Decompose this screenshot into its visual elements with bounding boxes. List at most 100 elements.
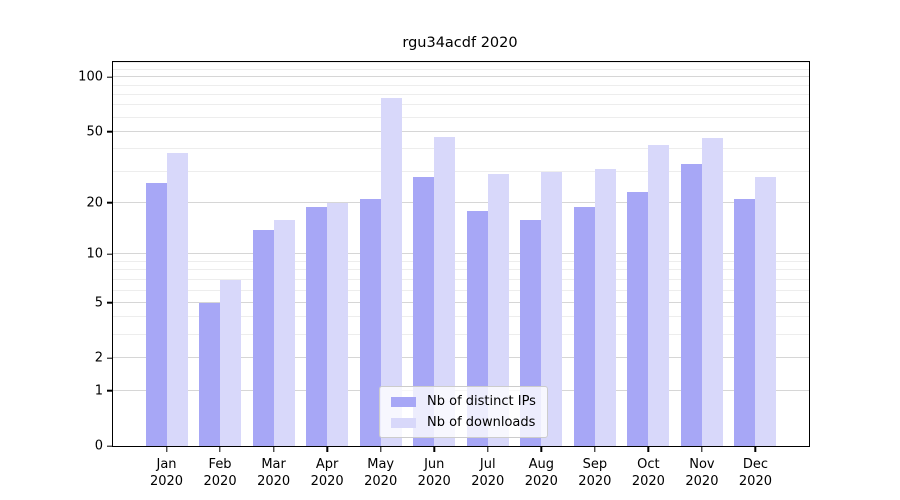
x-tick-mark	[647, 447, 650, 452]
x-tick-mark	[540, 447, 542, 452]
x-tick-label: Feb 2020	[203, 457, 237, 489]
bar-distinct-ips-nov	[680, 164, 702, 446]
minor-gridline	[113, 334, 809, 336]
bar-downloads-oct	[648, 145, 670, 446]
legend-swatch-downloads	[391, 417, 416, 428]
major-gridline	[113, 357, 809, 359]
minor-gridline	[113, 269, 809, 271]
y-tick-label: 1	[94, 383, 103, 399]
x-tick-mark	[754, 447, 757, 452]
major-gridline	[113, 201, 809, 203]
bar-downloads-jun	[434, 136, 456, 446]
bar-distinct-ips-sep	[573, 206, 595, 446]
x-tick-label: Apr 2020	[310, 457, 344, 489]
y-tick-label: 50	[86, 124, 103, 140]
x-tick-label: Jan 2020	[149, 457, 184, 489]
y-tick-label: 5	[94, 295, 103, 311]
bar-group-jun	[413, 62, 456, 446]
major-gridline	[113, 301, 809, 303]
x-tick-label: Dec 2020	[738, 457, 772, 489]
bar-distinct-ips-may	[359, 199, 381, 446]
bar-distinct-ips-jun	[413, 176, 435, 446]
minor-gridline	[113, 84, 809, 86]
bar-group-mar	[252, 62, 295, 446]
bar-group-jan	[145, 62, 188, 446]
y-tick-label: 100	[78, 69, 103, 85]
chart-title: rgu34acdf 2020	[402, 35, 518, 51]
bar-downloads-mar	[273, 219, 295, 446]
x-tick-mark	[594, 447, 596, 452]
minor-gridline	[113, 148, 809, 150]
x-tick-label: Mar 2020	[257, 457, 291, 489]
y-tick-label: 0	[94, 438, 103, 454]
x-tick-label: Jul 2020	[471, 457, 505, 489]
minor-gridline	[113, 278, 809, 280]
legend-label-distinct-ips: Nb of distinct IPs	[427, 394, 536, 409]
bar-distinct-ips-dec	[734, 199, 756, 446]
y-tick-label: 20	[86, 195, 103, 211]
bar-downloads-feb	[220, 279, 242, 446]
x-tick-mark	[433, 447, 435, 452]
y-tick-mark	[107, 302, 112, 304]
bar-downloads-dec	[755, 176, 777, 446]
y-tick-mark	[107, 253, 112, 256]
bar-group-nov	[680, 62, 723, 446]
bar-distinct-ips-mar	[252, 229, 274, 446]
x-tick-label: Sep 2020	[578, 457, 612, 489]
x-tick-label: Aug 2020	[524, 457, 558, 489]
bar-downloads-aug	[541, 171, 563, 446]
y-tick-mark	[107, 202, 112, 204]
bar-downloads-sep	[594, 169, 616, 446]
bar-downloads-jan	[166, 153, 188, 446]
minor-gridline	[113, 104, 809, 106]
major-gridline	[113, 253, 809, 255]
bar-downloads-nov	[701, 138, 723, 446]
legend: Nb of distinct IPs Nb of downloads	[379, 386, 548, 438]
bar-distinct-ips-jan	[145, 182, 167, 446]
y-tick-mark	[107, 445, 112, 447]
y-tick-mark	[107, 76, 112, 78]
legend-label-downloads: Nb of downloads	[427, 415, 536, 430]
bar-group-feb	[199, 62, 242, 446]
bar-group-dec	[734, 62, 777, 446]
y-tick-mark	[107, 357, 112, 359]
bar-distinct-ips-apr	[306, 206, 328, 446]
legend-row-downloads: Nb of downloads	[391, 415, 536, 430]
y-tick-mark	[107, 131, 112, 133]
bar-group-oct	[627, 62, 670, 446]
x-tick-mark	[326, 447, 328, 452]
x-tick-mark	[487, 447, 489, 452]
plot-area: 100 50 20 10 5 2 1 0 Jan 2020 Feb 2020 Mar 2020 Apr 202…	[78, 61, 810, 489]
bar-downloads-may	[380, 97, 402, 446]
x-tick-mark	[272, 447, 275, 452]
x-tick-label: May 2020	[364, 457, 398, 489]
x-tick-mark	[379, 447, 382, 452]
legend-row-distinct-ips: Nb of distinct IPs	[391, 394, 536, 409]
minor-gridline	[113, 61, 809, 63]
y-tick-label: 2	[94, 350, 103, 366]
minor-gridline	[113, 170, 809, 172]
minor-gridline	[113, 68, 809, 70]
bar-group-may	[359, 62, 402, 446]
x-tick-label: Oct 2020	[631, 457, 665, 489]
major-gridline	[113, 76, 809, 78]
major-gridline	[113, 130, 809, 132]
bar-distinct-ips-feb	[199, 302, 221, 446]
bar-group-sep	[573, 62, 616, 446]
x-tick-mark	[219, 447, 221, 452]
bar-distinct-ips-oct	[627, 192, 649, 446]
y-tick-mark	[107, 389, 112, 392]
x-tick-mark	[165, 447, 168, 452]
legend-swatch-distinct-ips	[391, 396, 416, 407]
x-tick-label: Jun 2020	[417, 457, 451, 489]
minor-gridline	[113, 289, 809, 291]
bar-downloads-jul	[487, 174, 509, 446]
minor-gridline	[113, 93, 809, 95]
bar-group-apr	[306, 62, 349, 446]
bar-downloads-apr	[327, 202, 349, 446]
minor-gridline	[113, 116, 809, 118]
x-tick-label: Nov 2020	[685, 457, 719, 489]
minor-gridline	[113, 316, 809, 318]
x-tick-mark	[701, 447, 703, 452]
